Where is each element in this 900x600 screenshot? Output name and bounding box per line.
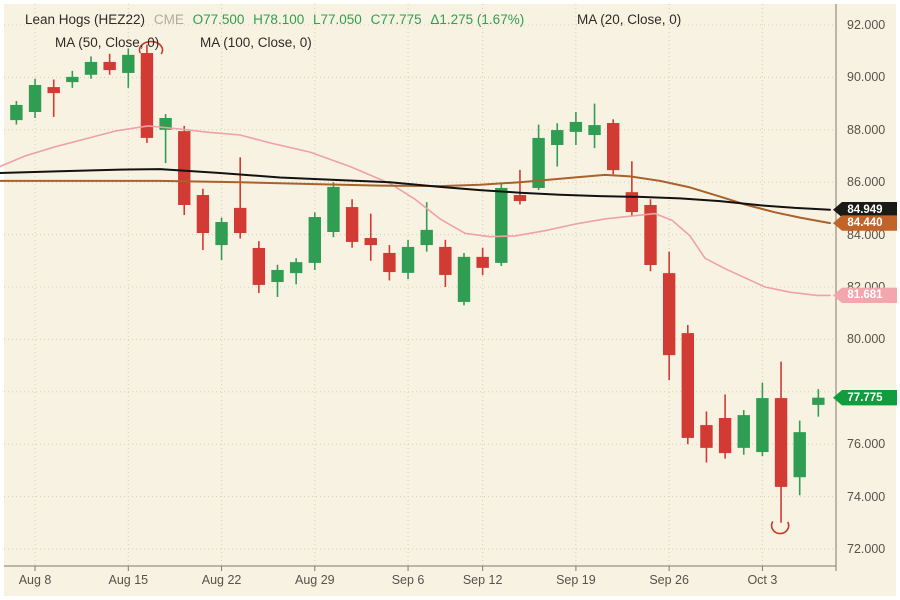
exchange-name: CME bbox=[153, 12, 184, 27]
time-axis-label: Aug 15 bbox=[108, 573, 149, 587]
price-axis-label: 74.000 bbox=[847, 489, 886, 504]
time-axis-label: Sep 12 bbox=[462, 573, 503, 587]
ma100-legend-label: MA (100, Close, 0) bbox=[200, 35, 312, 50]
ma20-legend-label: MA (20, Close, 0) bbox=[577, 12, 682, 27]
price-axis-label: 92.000 bbox=[847, 18, 886, 32]
time-axis-label: Aug 8 bbox=[18, 573, 52, 587]
ohlc-open: O77.500 bbox=[192, 12, 245, 27]
chart-legend: Lean Hogs (HEZ22) CME O77.500 H78.100 L7… bbox=[25, 12, 524, 27]
price-axis-label: 76.000 bbox=[847, 437, 886, 452]
time-axis-label: Aug 29 bbox=[294, 573, 335, 587]
price-tag-last-price: 77.775 bbox=[833, 390, 897, 406]
ma50-legend-label: MA (50, Close, 0) bbox=[55, 35, 160, 50]
ohlc-low: L77.050 bbox=[312, 12, 362, 27]
price-axis-label: 88.000 bbox=[847, 122, 886, 137]
ohlc-close: C77.775 bbox=[370, 12, 422, 27]
time-axis-label: Sep 6 bbox=[391, 573, 425, 587]
price-tag-ma-50: 84.440 bbox=[833, 215, 897, 231]
price-axis-label: 84.000 bbox=[847, 227, 886, 242]
price-change: Δ1.275 (1.67%) bbox=[430, 12, 525, 27]
time-axis-label: Sep 26 bbox=[649, 573, 689, 587]
price-tag-ma-100: 84.949 bbox=[833, 202, 897, 218]
price-axis-label: 86.000 bbox=[847, 175, 886, 190]
price-axis-label: 80.000 bbox=[847, 332, 886, 347]
price-tag-ma-20: 81.681 bbox=[833, 287, 897, 304]
price-axis-label: 72.000 bbox=[847, 542, 886, 556]
time-axis-label: Aug 22 bbox=[201, 573, 242, 587]
time-axis-label: Sep 19 bbox=[556, 573, 596, 587]
symbol-name: Lean Hogs (HEZ22) bbox=[25, 12, 146, 27]
ohlc-high: H78.100 bbox=[253, 12, 305, 27]
time-axis-label: Oct 3 bbox=[747, 573, 778, 587]
price-axis-label: 90.000 bbox=[847, 70, 886, 85]
